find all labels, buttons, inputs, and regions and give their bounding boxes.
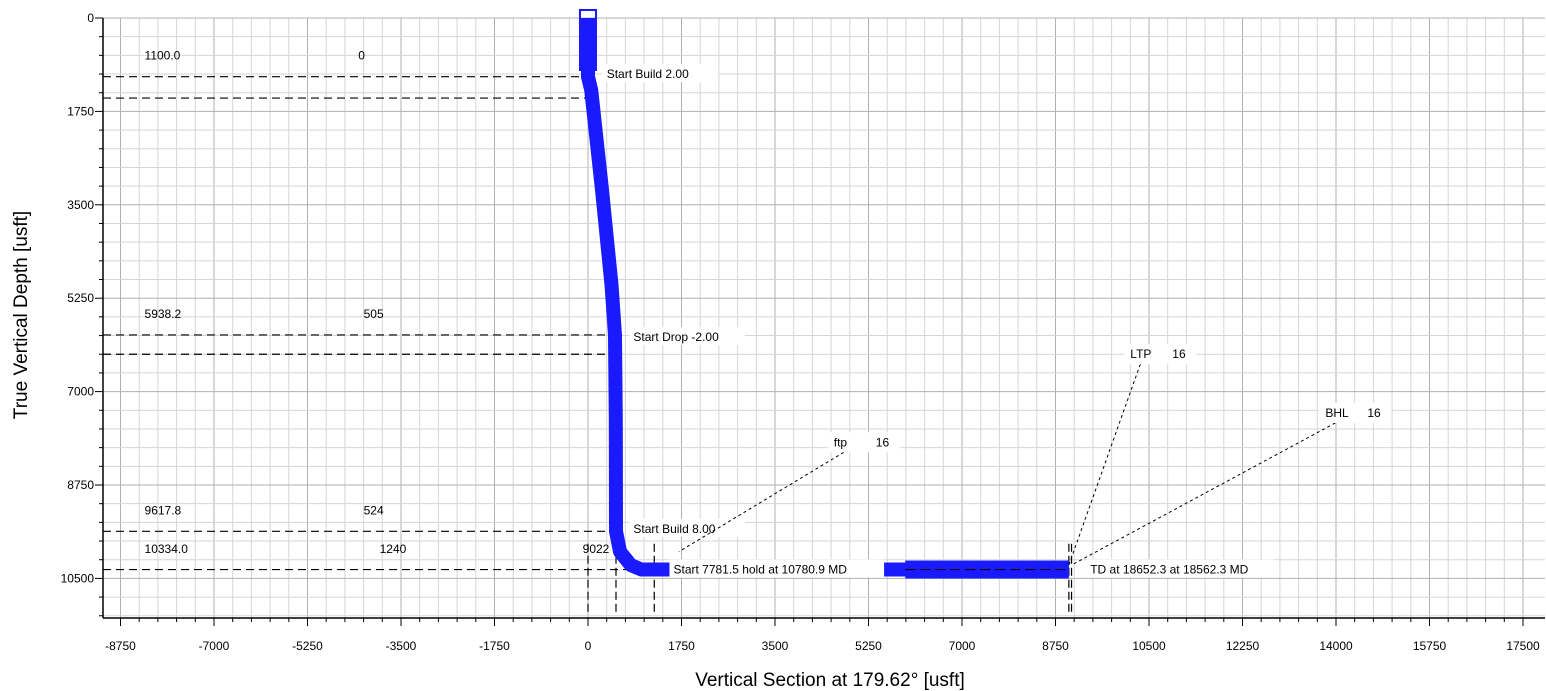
label-box: [1086, 559, 1275, 578]
x-axis-title: Vertical Section at 179.62° [usft]: [695, 670, 965, 691]
annotation-value: 524: [364, 504, 384, 518]
annotation-value: 1240: [380, 542, 407, 556]
target-leader: [1071, 422, 1336, 566]
annotations: 1100.0 0 5938.2 505 9617.8 524 10334.0 1240 9022…: [145, 48, 1392, 578]
reference-lines: [103, 76, 1073, 614]
grid: [103, 17, 1545, 618]
x-tick-label: 10500: [1132, 639, 1166, 653]
tick-labels: -8750 -7000 -5250 -3500 -1750 0 1750 3500 5250 70…: [61, 11, 1540, 653]
annotation-value: 10334.0: [145, 542, 189, 556]
annotation-value: 1100.0: [145, 48, 181, 62]
x-tick-label: 15750: [1413, 639, 1447, 653]
x-tick-label: 17500: [1506, 639, 1540, 653]
annotation-value: 5938.2: [145, 307, 182, 321]
x-tick-label: 14000: [1319, 639, 1353, 653]
y-tick-label: 7000: [67, 385, 94, 399]
x-tick-label: -1750: [479, 639, 510, 653]
x-tick-label: 3500: [762, 639, 789, 653]
label-box: [602, 64, 719, 83]
surface-marker: [578, 8, 597, 71]
path-label: Start Build 8.00: [633, 522, 715, 536]
x-tick-label: -7000: [199, 639, 230, 653]
well-path: [581, 18, 1069, 577]
target-number: 16: [1367, 406, 1381, 420]
axes-frame: [95, 17, 1545, 626]
y-tick-label: 0: [87, 11, 94, 25]
y-tick-label: 8750: [67, 478, 94, 492]
y-axis-title: True Vertical Depth [usft]: [11, 211, 32, 419]
x-tick-label: 0: [585, 639, 592, 653]
y-tick-label: 5250: [67, 291, 94, 305]
path-label: TD at 18652.3 at 18562.3 MD: [1090, 563, 1248, 577]
annotation-value: 9022: [583, 542, 610, 556]
target-leader: [678, 451, 845, 553]
x-tick-label: 7000: [949, 639, 976, 653]
target-box: [827, 432, 900, 453]
path-label: Start 7781.5 hold at 10780.9 MD: [673, 563, 847, 577]
path-label: Start Build 2.00: [607, 67, 689, 81]
x-tick-label: 12250: [1226, 639, 1260, 653]
target-number: 16: [1172, 347, 1186, 361]
target-number: 16: [876, 435, 890, 449]
x-tick-label: 1750: [668, 639, 695, 653]
target-box: [1319, 402, 1392, 423]
target-name: LTP: [1130, 347, 1151, 361]
target-name: ftp: [834, 435, 848, 449]
target-name: BHL: [1325, 406, 1349, 420]
x-tick-label: 8750: [1042, 639, 1069, 653]
y-tick-label: 1750: [67, 104, 94, 118]
target-box: [1124, 344, 1197, 365]
x-tick-label: -8750: [105, 639, 136, 653]
annotation-value: 0: [358, 48, 365, 62]
x-tick-label: -3500: [386, 639, 417, 653]
plot-area: [578, 8, 1069, 579]
label-box: [629, 327, 746, 346]
label-box: [669, 559, 885, 578]
annotation-value: 505: [364, 307, 384, 321]
path-label: Start Drop -2.00: [633, 330, 719, 344]
y-tick-label: 10500: [61, 571, 95, 585]
label-box: [629, 518, 746, 537]
annotation-value: 9617.8: [145, 504, 182, 518]
x-tick-label: 5250: [855, 639, 882, 653]
y-tick-label: 3500: [67, 198, 94, 212]
x-tick-label: -5250: [292, 639, 323, 653]
